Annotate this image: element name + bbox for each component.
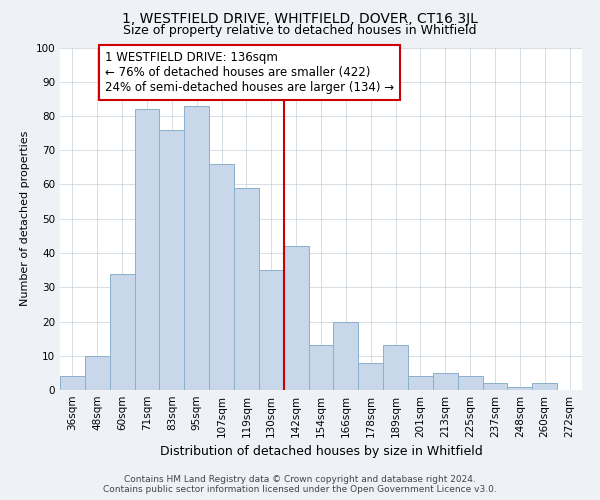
Bar (209, 164, 234, 390)
Bar (259, 270, 284, 390)
Bar (482, 383, 508, 390)
Bar (358, 362, 383, 390)
Text: 1 WESTFIELD DRIVE: 136sqm
← 76% of detached houses are smaller (422)
24% of semi: 1 WESTFIELD DRIVE: 136sqm ← 76% of detac… (105, 51, 394, 94)
Bar (110, 274, 134, 390)
Bar (184, 106, 209, 390)
Bar (160, 130, 184, 390)
X-axis label: Distribution of detached houses by size in Whitfield: Distribution of detached houses by size … (160, 446, 482, 458)
Text: Size of property relative to detached houses in Whitfield: Size of property relative to detached ho… (123, 24, 477, 37)
Bar (532, 383, 557, 390)
Bar (134, 109, 160, 390)
Bar (408, 376, 433, 390)
Bar (85, 356, 110, 390)
Bar (508, 386, 532, 390)
Bar (308, 346, 334, 390)
Bar (234, 188, 259, 390)
Bar (458, 376, 482, 390)
Bar (334, 322, 358, 390)
Bar (433, 373, 458, 390)
Text: 1, WESTFIELD DRIVE, WHITFIELD, DOVER, CT16 3JL: 1, WESTFIELD DRIVE, WHITFIELD, DOVER, CT… (122, 12, 478, 26)
Bar (284, 246, 308, 390)
Y-axis label: Number of detached properties: Number of detached properties (20, 131, 30, 306)
Bar (60, 376, 85, 390)
Bar (383, 346, 408, 390)
Text: Contains HM Land Registry data © Crown copyright and database right 2024.
Contai: Contains HM Land Registry data © Crown c… (103, 474, 497, 494)
